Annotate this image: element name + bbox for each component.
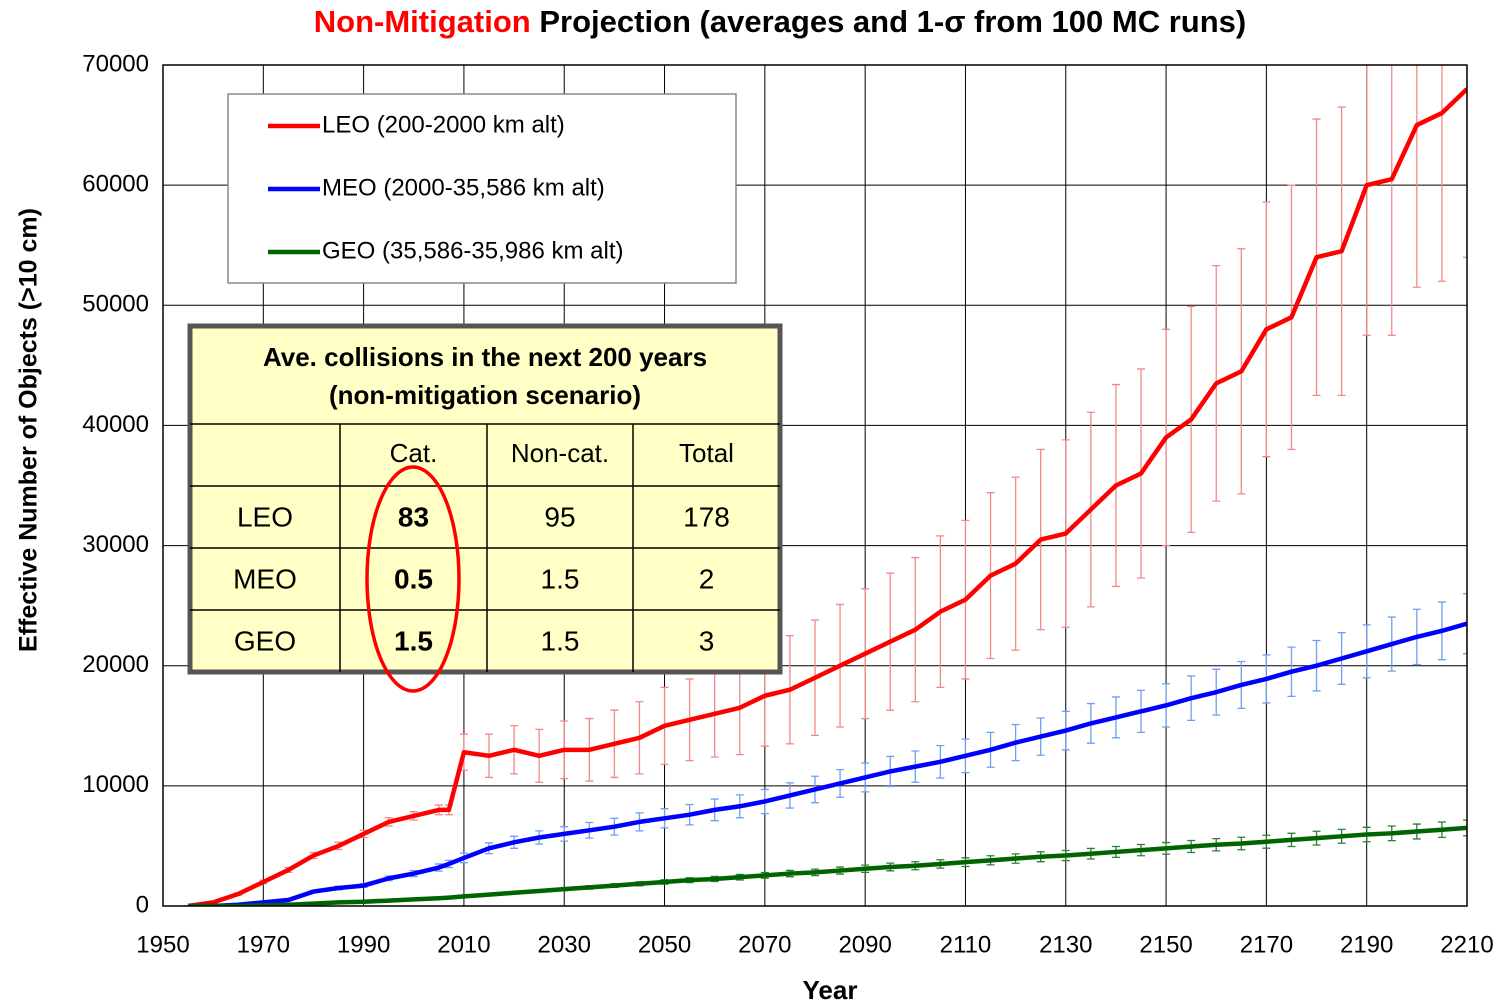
table-cell: LEO xyxy=(237,501,293,532)
table-cell: 3 xyxy=(699,625,715,656)
x-tick-label: 2090 xyxy=(838,931,891,958)
error-bar xyxy=(1463,592,1467,655)
chart-title: Non-Mitigation Projection (averages and … xyxy=(314,4,1246,39)
series-line xyxy=(187,87,1467,906)
x-tick-label: 2130 xyxy=(1039,931,1092,958)
highlight-ellipse xyxy=(365,465,461,693)
x-axis-label: Year xyxy=(803,975,858,1005)
table-cell: 0.5 xyxy=(394,563,433,594)
legend-label: MEO (2000-35,586 km alt) xyxy=(322,174,605,201)
table-title: (non-mitigation scenario) xyxy=(329,380,641,410)
x-tick-label: 2190 xyxy=(1340,931,1393,958)
y-tick-label: 0 xyxy=(136,891,149,918)
x-tick-label: 2030 xyxy=(538,931,591,958)
x-tick-label: 2210 xyxy=(1440,931,1493,958)
error-bar xyxy=(1463,819,1467,837)
y-axis-label: Effective Number of Objects (>10 cm) xyxy=(15,208,43,652)
y-tick-label: 20000 xyxy=(82,651,149,678)
x-tick-label: 2170 xyxy=(1240,931,1293,958)
y-tick-label: 60000 xyxy=(82,170,149,197)
table-cell: 178 xyxy=(683,501,730,532)
legend-label: GEO (35,586-35,986 km alt) xyxy=(322,237,623,264)
y-tick-label: 40000 xyxy=(82,411,149,438)
table-header: Non-cat. xyxy=(511,438,609,468)
table-cell: 1.5 xyxy=(394,625,433,656)
table-cell: 1.5 xyxy=(541,625,580,656)
x-tick-label: 2150 xyxy=(1139,931,1192,958)
table-cell: GEO xyxy=(234,625,296,656)
x-tick-label: 1990 xyxy=(337,931,390,958)
x-tick-label: 2050 xyxy=(638,931,691,958)
error-bar xyxy=(1463,65,1467,258)
table-cell: 1.5 xyxy=(541,563,580,594)
title-rest: Projection (averages and 1-σ from 100 MC… xyxy=(539,4,1246,39)
x-tick-label: 1950 xyxy=(136,931,189,958)
y-tick-label: 70000 xyxy=(82,50,149,77)
y-tick-label: 10000 xyxy=(82,771,149,798)
title-highlight: Non-Mitigation xyxy=(314,4,531,39)
series-line xyxy=(188,825,1467,906)
table-cell: 2 xyxy=(699,563,715,594)
table-box xyxy=(187,323,783,675)
x-tick-label: 2110 xyxy=(940,931,992,958)
table-title: Ave. collisions in the next 200 years xyxy=(263,342,707,372)
table-cell: 83 xyxy=(398,501,429,532)
table-header: Cat. xyxy=(390,438,438,468)
series-line xyxy=(188,621,1467,906)
y-tick-label: 50000 xyxy=(82,291,149,318)
legend-label: LEO (200-2000 km alt) xyxy=(322,111,565,138)
plot-frame xyxy=(162,64,1468,907)
x-tick-label: 2070 xyxy=(738,931,791,958)
table-cell: 95 xyxy=(544,501,575,532)
x-tick-label: 1970 xyxy=(237,931,290,958)
x-tick-label: 2010 xyxy=(437,931,490,958)
table-cell: MEO xyxy=(233,563,297,594)
table-header: Total xyxy=(679,438,734,468)
y-tick-label: 30000 xyxy=(82,531,149,558)
